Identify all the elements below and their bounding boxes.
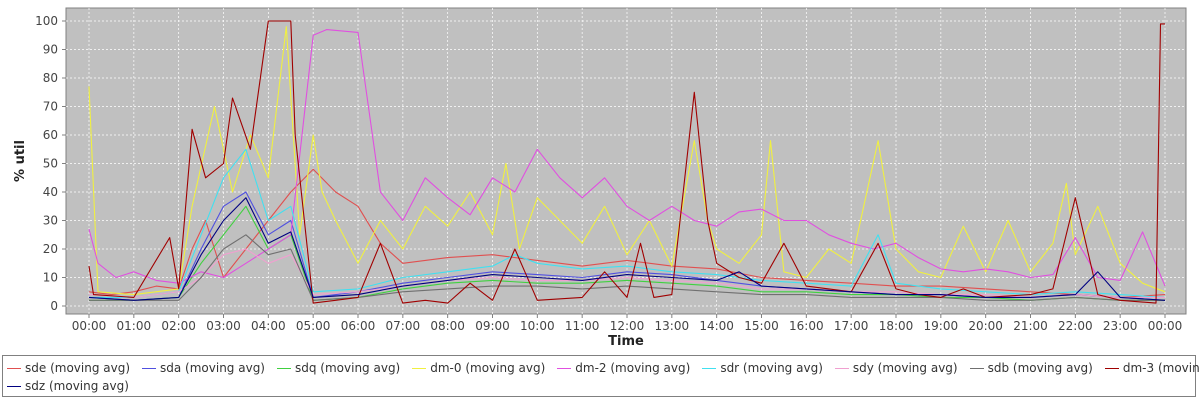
series-line-0 — [88, 168, 1166, 298]
y-tick-label: 20 — [43, 242, 58, 256]
x-tick-label: 02:00 — [161, 319, 196, 333]
x-tick-label: 01:00 — [117, 319, 152, 333]
legend-swatch — [834, 367, 849, 369]
series-line-4 — [88, 29, 1166, 287]
legend-label: sda (moving avg) — [160, 361, 265, 375]
legend-item: dm-0 (moving avg) — [412, 361, 545, 375]
x-tick-label: 04:00 — [251, 319, 286, 333]
chart-area: 0 10 20 30 40 50 60 70 80 90 100 00:00 01:00 02:00 03… — [13, 7, 1187, 349]
x-tick-label: 09:00 — [475, 319, 510, 333]
plot-background — [65, 7, 1187, 315]
x-tick-label: 05:00 — [296, 319, 331, 333]
legend-item: dm-2 (moving avg) — [557, 361, 690, 375]
y-tick-label: 50 — [43, 157, 58, 171]
legend-label: sdb (moving avg) — [987, 361, 1093, 375]
legend-swatch — [142, 367, 157, 369]
y-tick-label: 70 — [43, 100, 58, 114]
y-tick-label: 90 — [43, 43, 58, 57]
y-tick-label: 40 — [43, 185, 58, 199]
y-tick-label: 60 — [43, 128, 58, 142]
x-tick-label: 03:00 — [206, 319, 241, 333]
legend-item: sde (moving avg) — [7, 361, 130, 375]
legend-label: sdz (moving avg) — [25, 379, 129, 393]
legend: sde (moving avg) sda (moving avg) sdq (mov… — [2, 355, 1200, 397]
legend-label: sdr (moving avg) — [720, 361, 823, 375]
series-line-6 — [88, 248, 1165, 298]
y-tick-label: 30 — [43, 214, 58, 228]
x-axis-ticks: 00:00 01:00 02:00 03:00 04:00 05:00 06:00 07:00… — [72, 314, 1183, 333]
y-tick-label: 80 — [43, 71, 58, 85]
x-tick-label: 22:00 — [1058, 319, 1093, 333]
legend-swatch — [7, 385, 21, 387]
y-tick-label: 100 — [35, 14, 58, 28]
x-tick-label: 16:00 — [789, 319, 824, 333]
legend-label: dm-2 (moving avg) — [575, 361, 691, 375]
legend-item: sdy (moving avg) — [834, 361, 958, 375]
y-tick-label: 10 — [43, 271, 58, 285]
legend-label: dm-3 (moving avg) — [1122, 361, 1200, 375]
y-axis-ticks: 0 10 20 30 40 50 60 70 80 90 100 — [35, 14, 66, 313]
legend-label: sdy (moving avg) — [852, 361, 958, 375]
series-lines — [88, 20, 1166, 304]
legend-swatch — [7, 367, 21, 369]
x-tick-label: 06:00 — [341, 319, 376, 333]
legend-item: dm-3 (moving avg) — [1104, 361, 1200, 375]
x-tick-label: 13:00 — [655, 319, 690, 333]
legend-label: sde (moving avg) — [25, 361, 131, 375]
legend-swatch — [969, 367, 984, 369]
x-tick-label: 19:00 — [924, 319, 959, 333]
legend-row: sdz (moving avg) — [7, 377, 141, 395]
x-tick-label: 12:00 — [610, 319, 645, 333]
series-line-9 — [88, 197, 1166, 301]
legend-item: sdb (moving avg) — [969, 361, 1093, 375]
series-line-8 — [88, 20, 1165, 304]
legend-swatch — [277, 367, 291, 369]
legend-swatch — [557, 367, 572, 369]
series-line-3 — [88, 26, 1166, 296]
x-tick-label: 00:00 — [1148, 319, 1183, 333]
legend-item: sdr (moving avg) — [702, 361, 823, 375]
x-tick-label: 15:00 — [744, 319, 779, 333]
legend-row: sde (moving avg) sda (moving avg) sdq (mov… — [7, 359, 1200, 377]
x-tick-label: 20:00 — [968, 319, 1003, 333]
x-tick-label: 10:00 — [520, 319, 555, 333]
x-tick-label: 07:00 — [386, 319, 421, 333]
legend-item: sda (moving avg) — [142, 361, 265, 375]
x-tick-label: 14:00 — [699, 319, 734, 333]
y-tick-label: 0 — [50, 299, 58, 313]
x-tick-label: 00:00 — [72, 319, 107, 333]
x-tick-label: 17:00 — [834, 319, 869, 333]
y-axis-title: % util — [13, 140, 28, 182]
x-tick-label: 18:00 — [879, 319, 914, 333]
x-tick-label: 21:00 — [1013, 319, 1048, 333]
legend-swatch — [702, 367, 717, 369]
legend-item: sdq (moving avg) — [277, 361, 400, 375]
legend-item: sdz (moving avg) — [7, 379, 129, 393]
x-tick-label: 08:00 — [430, 319, 465, 333]
x-axis-title: Time — [608, 334, 644, 349]
x-tick-label: 23:00 — [1103, 319, 1138, 333]
gridlines — [66, 8, 1186, 314]
legend-label: sdq (moving avg) — [295, 361, 401, 375]
legend-swatch — [1104, 367, 1119, 369]
legend-label: dm-0 (moving avg) — [430, 361, 546, 375]
series-line-2 — [89, 205, 1165, 301]
x-tick-label: 11:00 — [565, 319, 600, 333]
legend-swatch — [412, 367, 427, 369]
series-line-7 — [89, 234, 1165, 301]
series-line-5 — [89, 148, 1166, 298]
